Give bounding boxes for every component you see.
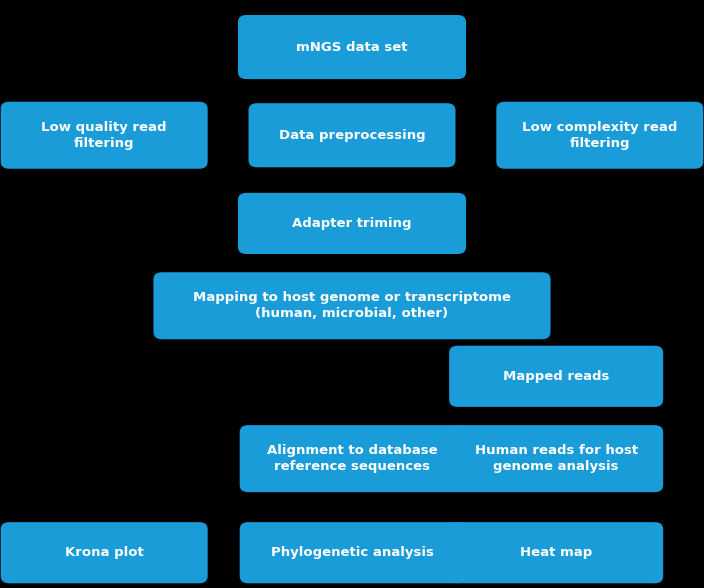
FancyBboxPatch shape [238, 15, 466, 79]
FancyBboxPatch shape [449, 346, 663, 407]
Text: Phylogenetic analysis: Phylogenetic analysis [270, 546, 434, 559]
FancyBboxPatch shape [239, 425, 465, 492]
Text: Mapped reads: Mapped reads [503, 370, 610, 383]
Text: Heat map: Heat map [520, 546, 592, 559]
FancyBboxPatch shape [449, 522, 663, 583]
FancyBboxPatch shape [153, 272, 551, 339]
Text: Adapter triming: Adapter triming [292, 217, 412, 230]
FancyBboxPatch shape [449, 425, 663, 492]
FancyBboxPatch shape [496, 102, 703, 169]
FancyBboxPatch shape [1, 522, 208, 583]
Text: Low complexity read
filtering: Low complexity read filtering [522, 121, 677, 150]
Text: Alignment to database
reference sequences: Alignment to database reference sequence… [267, 444, 437, 473]
FancyBboxPatch shape [249, 103, 455, 167]
Text: Low quality read
filtering: Low quality read filtering [42, 121, 167, 150]
Text: mNGS data set: mNGS data set [296, 41, 408, 54]
FancyBboxPatch shape [1, 102, 208, 169]
Text: Krona plot: Krona plot [65, 546, 144, 559]
FancyBboxPatch shape [239, 522, 465, 583]
Text: Data preprocessing: Data preprocessing [279, 129, 425, 142]
FancyBboxPatch shape [238, 193, 466, 254]
Text: Human reads for host
genome analysis: Human reads for host genome analysis [474, 444, 638, 473]
Text: Mapping to host genome or transcriptome
(human, microbial, other): Mapping to host genome or transcriptome … [193, 291, 511, 320]
